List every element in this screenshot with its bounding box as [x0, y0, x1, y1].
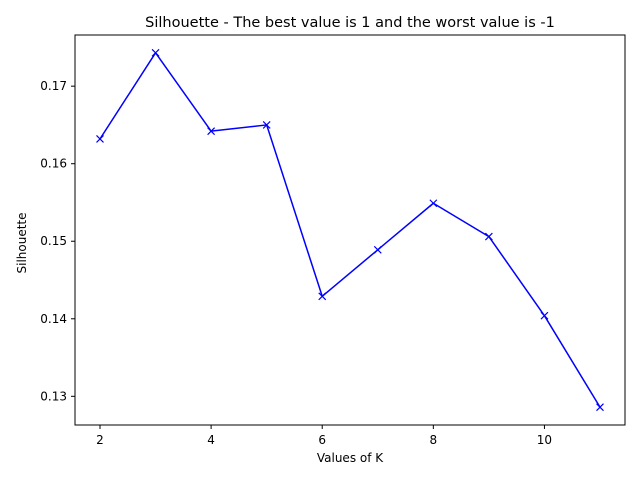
y-tick-label: 0.17	[40, 79, 67, 93]
data-point-marker	[262, 121, 271, 129]
y-tick-label: 0.15	[40, 234, 67, 248]
axes-frame	[74, 34, 626, 426]
data-point-marker	[429, 199, 438, 208]
data-point-marker	[207, 127, 216, 136]
data-point-marker	[484, 232, 493, 241]
data-point-marker	[96, 134, 104, 143]
data-point-marker	[318, 292, 327, 301]
plot-area: 2 4 6 8 10 0.13 0.14 0.15 0.16 0.17	[40, 34, 626, 447]
x-tick-label: 6	[318, 433, 326, 447]
x-tick-label: 4	[207, 433, 215, 447]
series-line	[99, 52, 601, 408]
chart-title: Silhouette - The best value is 1 and the…	[145, 15, 555, 31]
data-point-marker	[540, 311, 549, 320]
y-tick-label: 0.16	[40, 157, 67, 171]
data-point-marker	[373, 245, 382, 254]
x-tick-label: 8	[430, 433, 438, 447]
x-tick-label: 10	[537, 433, 552, 447]
data-point-marker	[151, 48, 160, 57]
y-tick-label: 0.13	[40, 389, 67, 403]
y-axis-label: Silhouette	[15, 212, 29, 273]
data-point-marker	[596, 403, 604, 412]
x-axis-label: Values of K	[317, 451, 384, 465]
x-tick-label: 2	[96, 433, 104, 447]
y-tick-label: 0.14	[40, 312, 67, 326]
